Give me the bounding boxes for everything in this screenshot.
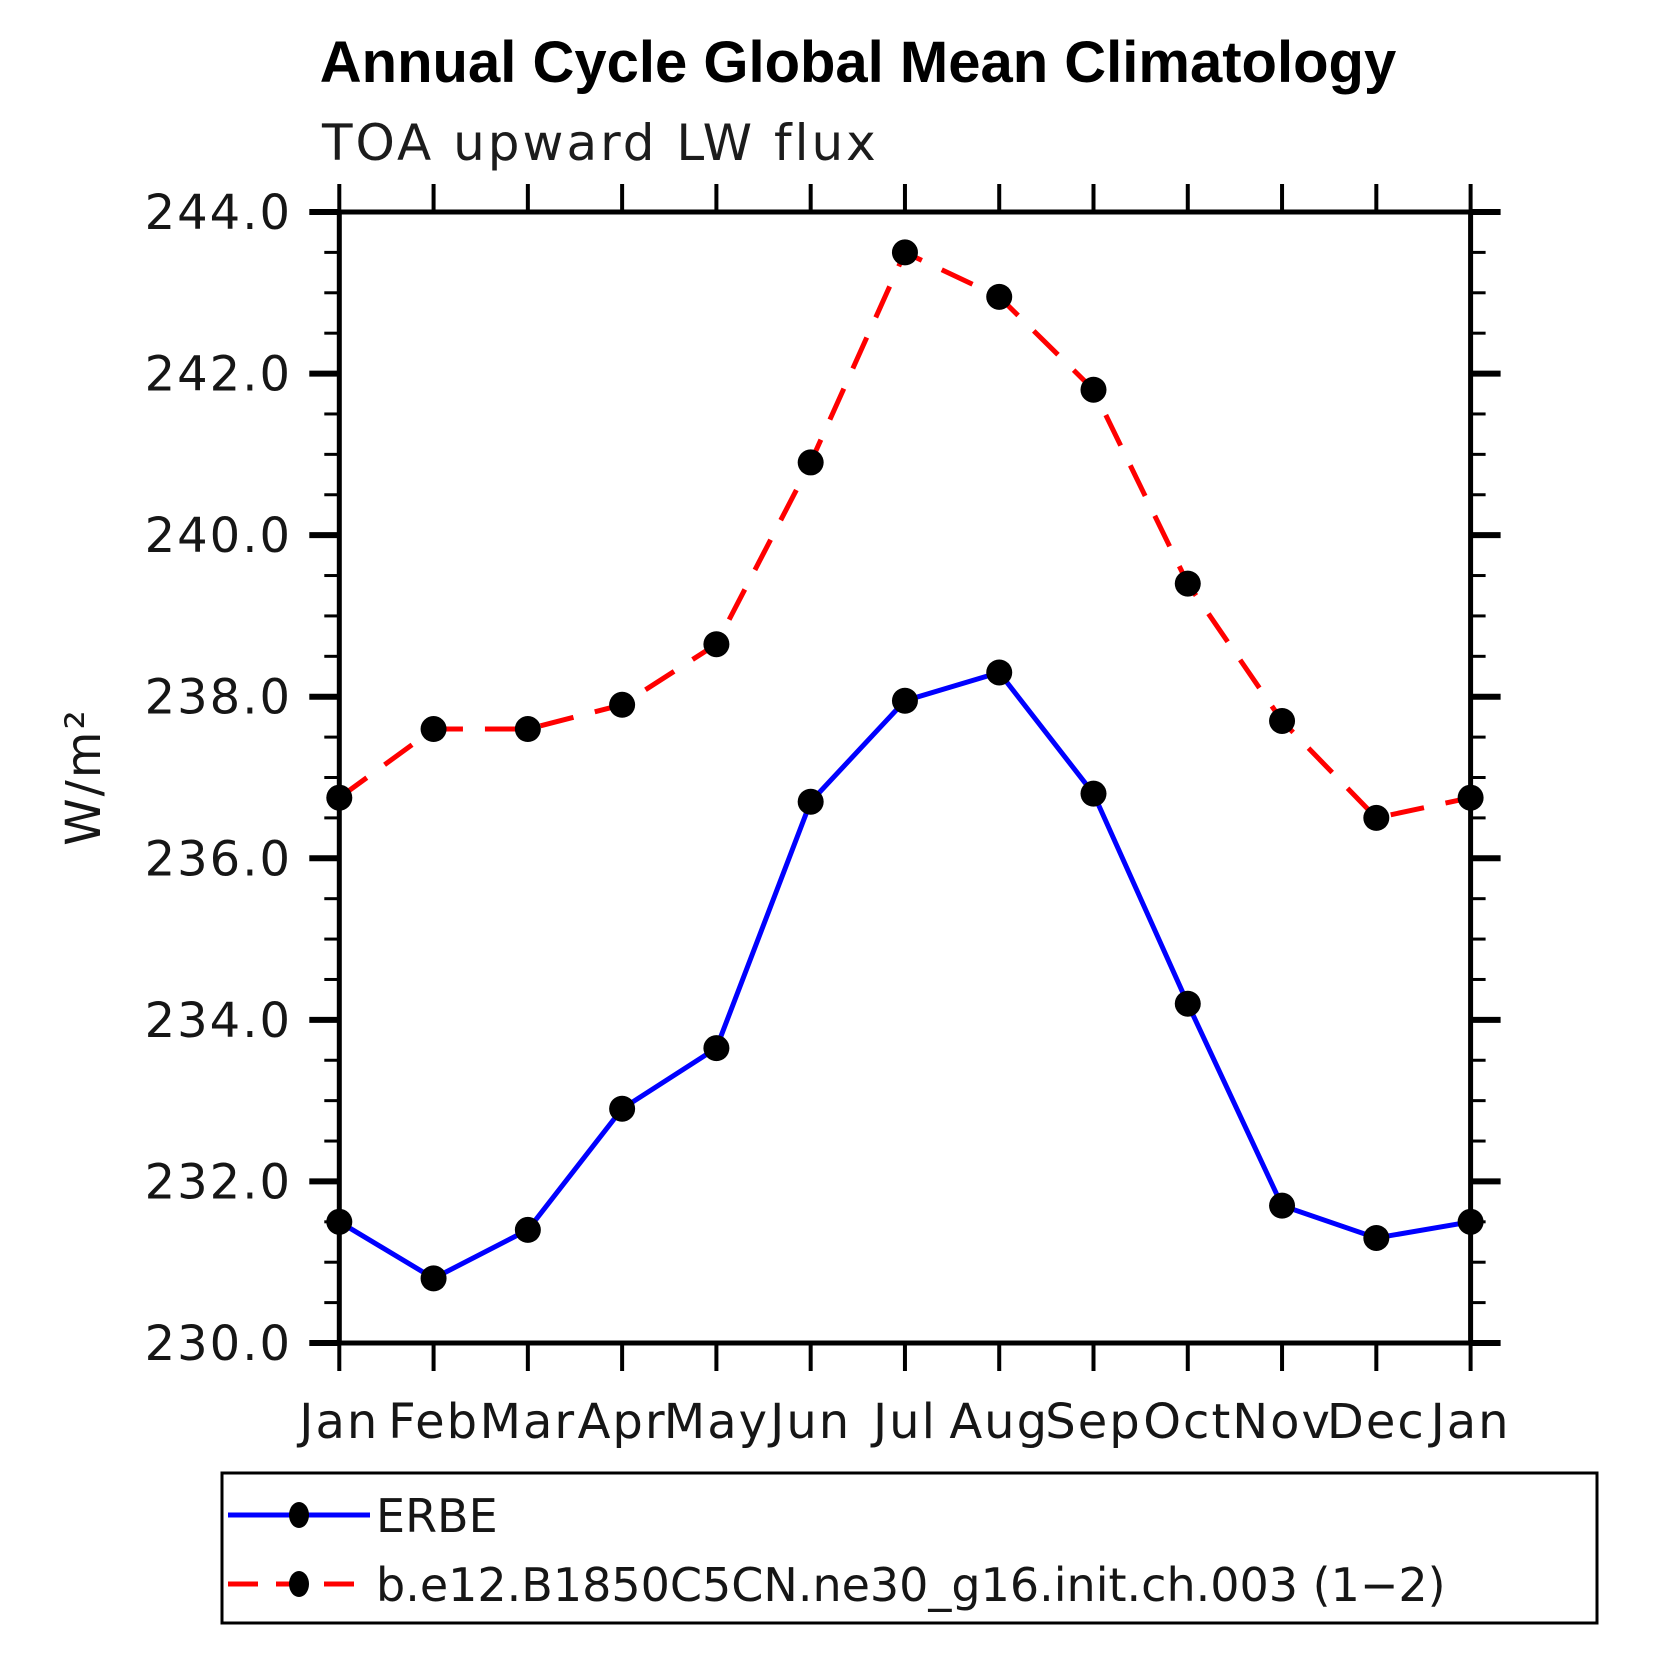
data-point-model [326, 784, 353, 811]
x-tick-label: Jan [1428, 1394, 1511, 1450]
chart-title: Annual Cycle Global Mean Climatology [320, 30, 1396, 95]
data-point-model [1174, 570, 1201, 597]
y-tick-label: 236.0 [145, 831, 292, 887]
legend-swatches [228, 1502, 370, 1597]
legend-box [220, 1471, 1599, 1625]
data-point-erbe [797, 788, 824, 815]
y-axis-title: W/m² [56, 708, 112, 846]
data-point-erbe [1269, 1192, 1296, 1219]
data-point-erbe [703, 1035, 730, 1062]
legend-sample-marker [289, 1502, 309, 1528]
x-tick-label: Feb [388, 1394, 479, 1450]
y-tick-label: 238.0 [145, 670, 292, 726]
x-tick-label: Sep [1045, 1394, 1141, 1450]
series-line-model [337, 249, 1472, 821]
data-point-erbe [891, 687, 918, 714]
data-point-model [797, 449, 824, 476]
y-tick-label: 234.0 [145, 993, 292, 1049]
y-tick-label: 232.0 [145, 1154, 292, 1210]
x-tick-label: Apr [578, 1394, 667, 1450]
x-tick-label: Oct [1143, 1394, 1232, 1450]
data-point-model [514, 716, 541, 743]
y-tick-label: 240.0 [145, 508, 292, 564]
data-point-erbe [514, 1216, 541, 1243]
y-tick-label: 242.0 [145, 347, 292, 403]
x-tick-label: Nov [1232, 1394, 1332, 1450]
data-point-model [986, 283, 1013, 310]
data-point-erbe [1457, 1208, 1484, 1235]
x-tick-label: Jan [296, 1394, 379, 1450]
data-point-erbe [1174, 990, 1201, 1017]
chart-subtitle: TOA upward LW flux [321, 114, 879, 172]
data-point-model [1457, 784, 1484, 811]
x-tick-label: May [664, 1394, 769, 1450]
month-ticks [337, 184, 1473, 1371]
x-tick-label: Mar [480, 1394, 577, 1450]
data-point-model [703, 631, 730, 658]
data-point-erbe [1080, 780, 1107, 807]
data-point-model [420, 716, 447, 743]
data-point-erbe [609, 1095, 636, 1122]
data-point-model [891, 239, 918, 266]
data-point-model [1269, 707, 1296, 734]
y-tick-label: 244.0 [145, 185, 292, 241]
plot-layer: 244.0 242.0 240.0 238.0 236.0 234.0 232.0 230.0… [145, 184, 1511, 1450]
x-tick-label: Jul [870, 1394, 937, 1450]
x-tick-label: Jun [767, 1394, 851, 1450]
legend-sample-marker [289, 1571, 309, 1597]
y-ticks [309, 209, 1501, 1346]
x-tick-label: Dec [1327, 1394, 1426, 1450]
y-tick-label: 230.0 [145, 1316, 292, 1372]
legend-label-erbe: ERBE [376, 1489, 498, 1543]
data-point-erbe [986, 659, 1013, 686]
series-line-erbe [338, 669, 1472, 1282]
data-point-erbe [326, 1208, 353, 1235]
data-point-model [1080, 376, 1107, 403]
data-point-erbe [420, 1265, 447, 1292]
legend-label-model: b.e12.B1850C5CN.ne30_g16.init.ch.003 (1−… [376, 1558, 1446, 1612]
x-tick-label: Aug [949, 1394, 1049, 1450]
data-point-erbe [1363, 1224, 1390, 1251]
data-point-model [1363, 804, 1390, 831]
plot-frame [336, 209, 1474, 1346]
data-point-model [609, 691, 636, 718]
